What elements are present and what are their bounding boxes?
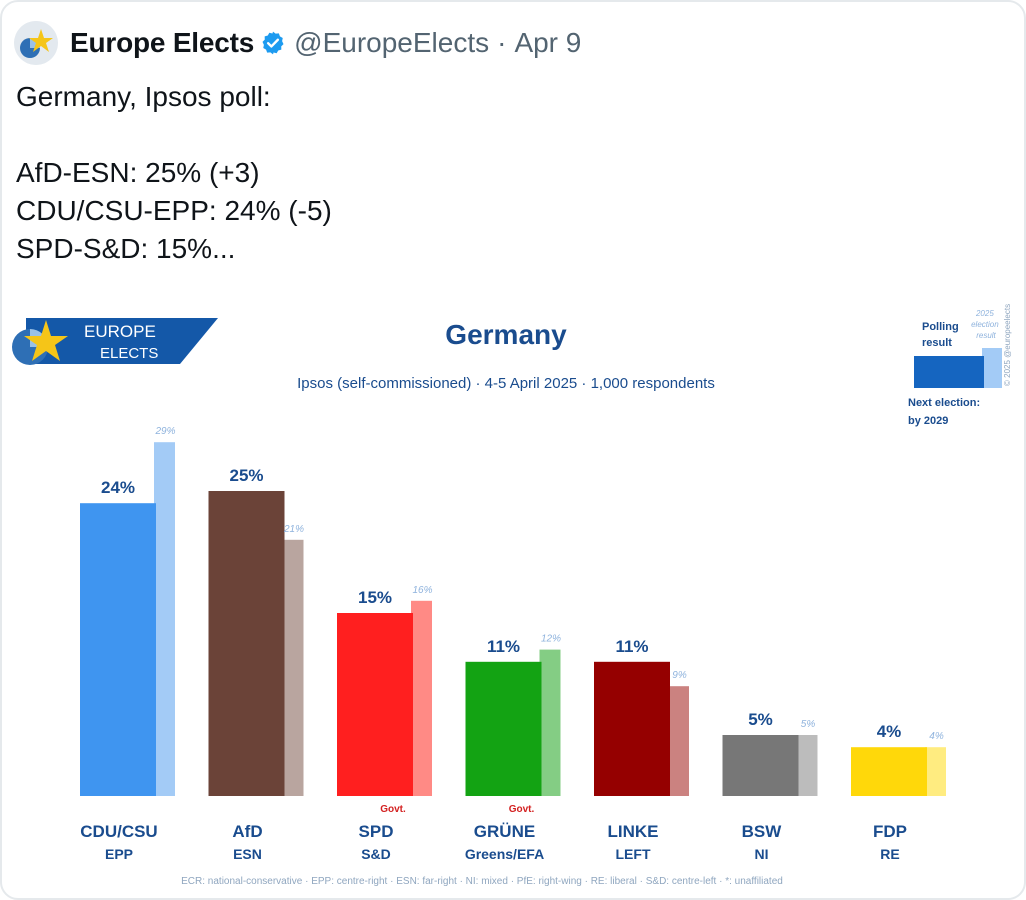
legend-election-line-2: election xyxy=(971,320,999,329)
party-label: FDP xyxy=(873,822,907,841)
party-label: AfD xyxy=(232,822,262,841)
legend-election-swatch xyxy=(982,348,1002,388)
tweet-line: AfD-ESN: 25% (+3) xyxy=(16,157,260,188)
election-value-label: 5% xyxy=(801,719,816,730)
poll-bar xyxy=(594,661,670,796)
poll-bar xyxy=(208,491,285,796)
group-label: NI xyxy=(755,846,769,862)
poll-value-label: 24% xyxy=(101,478,135,497)
govt-label: Govt. xyxy=(380,804,406,815)
election-value-label: 29% xyxy=(154,426,175,437)
election-bar xyxy=(411,600,432,796)
election-value-label: 12% xyxy=(541,634,561,645)
poll-bar xyxy=(465,661,542,796)
chart-subtitle: Ipsos (self-commissioned) · 4-5 April 20… xyxy=(297,375,715,392)
poll-value-label: 11% xyxy=(615,637,648,656)
poll-value-label: 5% xyxy=(748,710,773,729)
election-bar xyxy=(668,686,689,796)
banner-text-top: EUROPE xyxy=(84,322,156,341)
poll-value-label: 25% xyxy=(229,466,263,485)
poll-value-label: 4% xyxy=(877,722,902,741)
poll-value-label: 11% xyxy=(487,637,520,656)
election-value-label: 16% xyxy=(412,585,432,596)
chart-title: Germany xyxy=(445,319,567,350)
tweet-text: Germany, Ipsos poll: AfD-ESN: 25% (+3) C… xyxy=(16,78,332,268)
legend-election-line-1: 2025 xyxy=(975,309,994,318)
chart-footnote: ECR: national-conservative · EPP: centre… xyxy=(181,876,783,887)
legend-copyright: © 2025 @europeelects xyxy=(1003,304,1012,386)
europe-elects-banner: EUROPE ELECTS xyxy=(12,318,218,365)
tweet-header: Europe Elects @EuropeElects · Apr 9 xyxy=(14,20,581,66)
avatar[interactable] xyxy=(14,21,58,65)
election-bar xyxy=(539,649,561,796)
election-bar xyxy=(154,442,175,796)
author-handle[interactable]: @EuropeElects xyxy=(294,27,490,58)
party-label: LINKE xyxy=(608,822,659,841)
bars: 24% 29% CDU/CSU EPP 25% 21% AfD ESN 15% 16% Govt. S… xyxy=(80,426,946,862)
legend-election-line-3: result xyxy=(976,331,996,340)
tweet-line: CDU/CSU-EPP: 24% (-5) xyxy=(16,195,332,226)
tweet-line: Germany, Ipsos poll: xyxy=(16,81,271,112)
separator-dot: · xyxy=(497,27,507,58)
poll-bar xyxy=(337,613,413,796)
poll-chart-image[interactable]: EUROPE ELECTS Germany Ipsos (self-commis… xyxy=(0,300,1026,900)
election-bar xyxy=(282,539,304,796)
party-label: SPD xyxy=(359,822,394,841)
legend-polling-label: Polling result xyxy=(922,321,962,349)
tweet-line: SPD-S&D: 15%... xyxy=(16,233,236,264)
poll-value-label: 15% xyxy=(358,588,392,607)
group-label: EPP xyxy=(105,846,133,862)
poll-bar xyxy=(722,735,799,796)
group-label: RE xyxy=(880,846,899,862)
election-value-label: 9% xyxy=(672,670,687,681)
group-label: Greens/EFA xyxy=(465,846,544,862)
poll-bar xyxy=(851,747,927,796)
author-name[interactable]: Europe Elects xyxy=(70,27,255,58)
group-label: ESN xyxy=(233,846,262,862)
election-value-label: 21% xyxy=(283,524,304,535)
party-label: GRÜNE xyxy=(474,822,535,841)
party-label: CDU/CSU xyxy=(80,822,157,841)
next-election-date: by 2029 xyxy=(908,415,948,427)
legend-polling-line-1: Polling xyxy=(922,321,959,333)
legend-polling-line-2: result xyxy=(922,337,952,349)
legend-election-label: 2025 election result xyxy=(971,309,1001,340)
party-label: BSW xyxy=(742,822,783,841)
logo-star-icon xyxy=(24,320,68,361)
election-bar xyxy=(925,747,946,796)
verified-badge-icon xyxy=(262,31,284,55)
legend: Polling result 2025 election result © 20… xyxy=(908,304,1012,427)
europe-elects-logo-icon xyxy=(14,21,58,65)
poll-bar xyxy=(80,503,156,796)
election-value-label: 4% xyxy=(929,731,944,742)
group-label: S&D xyxy=(361,846,391,862)
banner-shape xyxy=(26,318,218,364)
group-label: LEFT xyxy=(616,846,651,862)
tweet-line xyxy=(16,116,332,154)
election-bar xyxy=(796,735,818,796)
next-election-label: Next election: xyxy=(908,397,980,409)
legend-polling-swatch xyxy=(914,356,984,388)
poll-chart: EUROPE ELECTS Germany Ipsos (self-commis… xyxy=(12,304,1012,887)
govt-label: Govt. xyxy=(509,804,535,815)
banner-text-bottom: ELECTS xyxy=(100,345,158,362)
tweet-date[interactable]: Apr 9 xyxy=(514,27,582,58)
